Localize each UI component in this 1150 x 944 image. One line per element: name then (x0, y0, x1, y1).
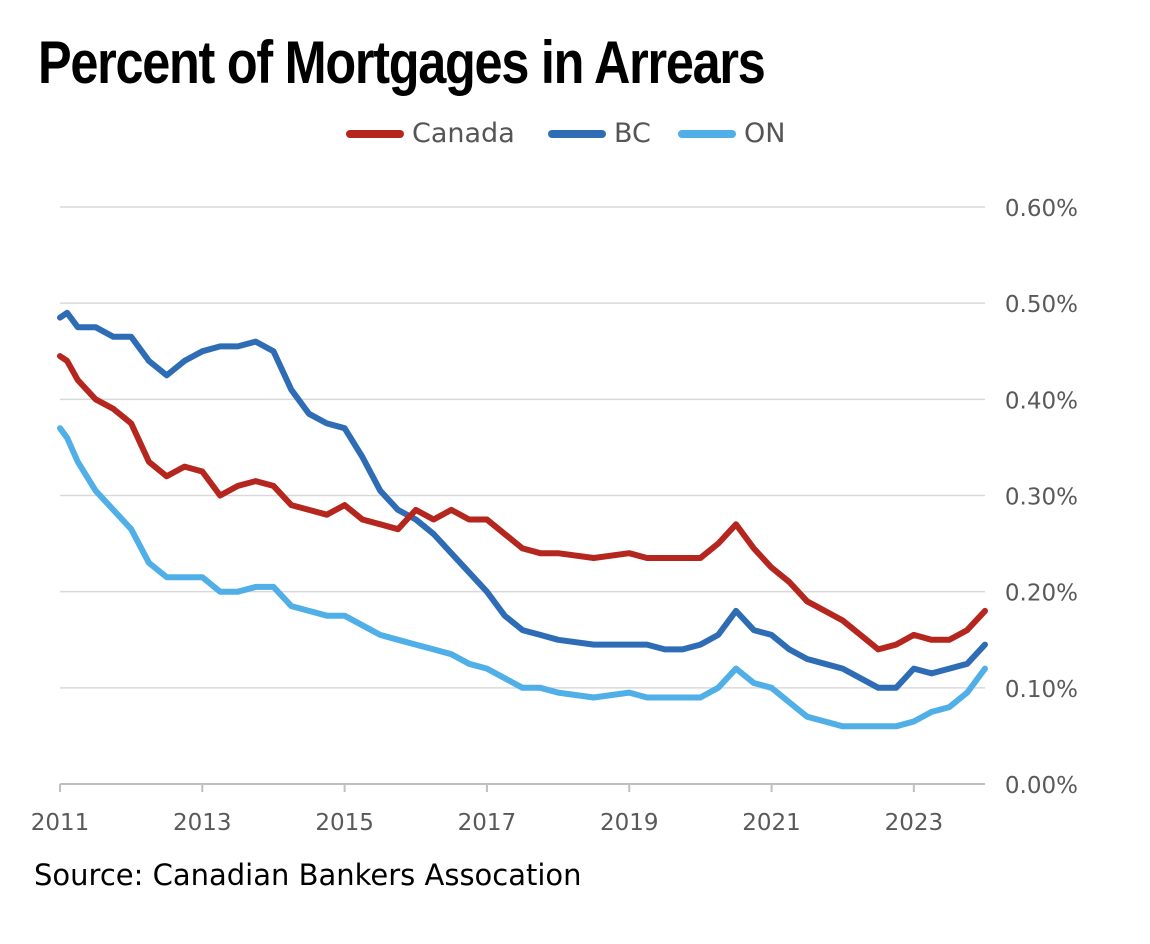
y-tick-label: 0.20% (1005, 581, 1078, 607)
series-line-bc (57, 309, 988, 691)
x-tick-label: 2021 (742, 810, 801, 836)
source-note: Source: Canadian Bankers Assocation (34, 858, 582, 892)
x-tick-label: 2015 (315, 810, 374, 836)
legend-item-canada: Canada (346, 118, 515, 149)
legend-item-bc: BC (548, 118, 651, 149)
x-tick-label: 2017 (458, 810, 517, 836)
y-tick-label: 0.30% (1005, 485, 1078, 511)
legend-swatch-canada (346, 129, 404, 138)
legend-item-on: ON (678, 118, 785, 149)
x-tick-label: 2013 (173, 810, 232, 836)
x-tick-label: 2023 (885, 810, 944, 836)
y-tick-label: 0.10% (1005, 677, 1078, 703)
legend-label-canada: Canada (412, 118, 515, 149)
legend-label-bc: BC (614, 118, 651, 149)
x-tick-label: 2011 (31, 810, 90, 836)
y-tick-label: 0.50% (1005, 292, 1078, 318)
x-tick-label: 2019 (600, 810, 659, 836)
chart-legend: Canada BC ON (0, 118, 1150, 166)
legend-swatch-bc (548, 129, 606, 138)
y-tick-label: 0.60% (1005, 196, 1078, 222)
series-line-on (57, 425, 988, 730)
series-line-canada (57, 353, 988, 653)
y-tick-label: 0.40% (1005, 388, 1078, 414)
legend-swatch-on (678, 129, 736, 138)
y-tick-label: 0.00% (1005, 773, 1078, 799)
chart-title: Percent of Mortgages in Arrears (38, 29, 766, 96)
legend-label-on: ON (744, 118, 786, 149)
